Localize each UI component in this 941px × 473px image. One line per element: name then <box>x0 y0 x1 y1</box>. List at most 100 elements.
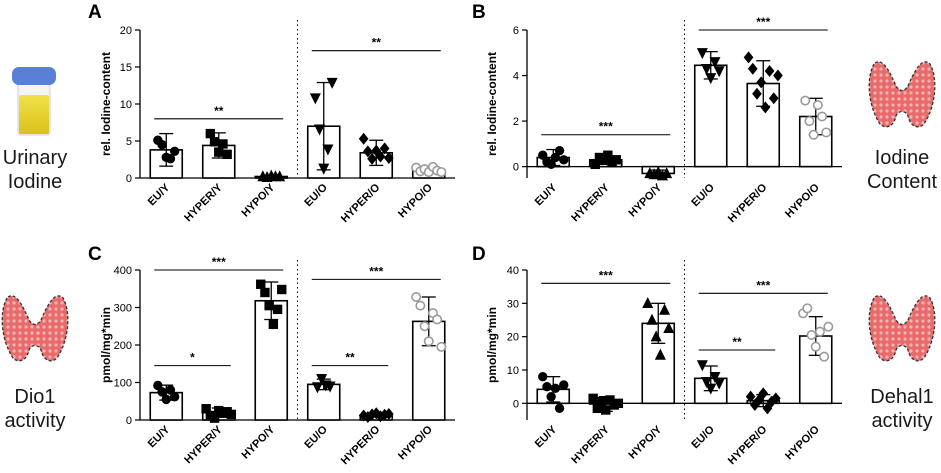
thyroid-icon-top-right <box>868 61 936 128</box>
data-point <box>542 381 552 392</box>
data-point <box>823 321 834 332</box>
y-tick-label: 0 <box>126 415 132 427</box>
panel-letter: A <box>88 2 102 23</box>
y-tick-label: 10 <box>507 365 519 377</box>
data-point <box>415 300 426 311</box>
data-point <box>762 402 773 415</box>
data-point <box>713 66 725 78</box>
significance-label: ** <box>372 36 382 50</box>
data-point <box>588 393 598 404</box>
data-point <box>814 326 825 337</box>
data-point <box>812 100 823 111</box>
x-category-label: HYPO/O <box>396 181 435 220</box>
y-tick-label: 20 <box>120 25 132 37</box>
data-point <box>272 304 283 315</box>
data-point <box>559 155 569 165</box>
y-tick-label: 2 <box>513 116 519 128</box>
y-tick-label: 5 <box>126 136 132 148</box>
x-category-label: EU/Y <box>146 423 173 450</box>
data-point <box>771 392 781 405</box>
data-point <box>646 313 658 325</box>
y-axis-label: rel. Iodine-content <box>485 52 499 156</box>
data-point <box>611 155 621 165</box>
data-point <box>316 374 328 386</box>
data-point <box>817 111 828 122</box>
data-point <box>559 380 569 390</box>
data-point <box>554 145 565 156</box>
data-point <box>318 163 330 175</box>
y-tick-label: 0 <box>513 162 519 174</box>
data-point <box>546 159 556 170</box>
y-tick-label: 300 <box>114 303 132 315</box>
x-category-label: HYPER/O <box>726 181 770 225</box>
data-point <box>705 73 717 85</box>
data-point <box>554 403 565 414</box>
data-point <box>169 146 180 157</box>
significance-label: ** <box>345 351 355 365</box>
y-tick-label: 400 <box>114 265 132 277</box>
data-point <box>226 409 237 420</box>
panel-letter: C <box>88 244 102 265</box>
x-category-label: HYPO/Y <box>626 181 664 219</box>
data-point <box>747 62 758 75</box>
x-category-label: EU/O <box>689 423 717 451</box>
data-point <box>260 287 270 298</box>
data-point <box>596 396 607 407</box>
data-point <box>701 64 713 76</box>
data-point <box>701 376 713 388</box>
y-tick-label: 20 <box>507 332 519 344</box>
data-point <box>709 371 721 383</box>
data-point <box>764 64 775 77</box>
data-point <box>654 348 666 360</box>
data-point <box>743 51 754 64</box>
data-point <box>550 383 561 394</box>
x-category-label: HYPER/O <box>339 423 383 467</box>
significance-label: *** <box>599 120 613 134</box>
data-point <box>806 329 817 340</box>
data-point <box>358 132 369 145</box>
data-point <box>538 371 548 382</box>
significance-label: *** <box>369 264 383 278</box>
x-category-label: EU/Y <box>146 181 173 208</box>
y-tick-label: 40 <box>507 265 519 277</box>
data-point <box>322 144 334 156</box>
data-point <box>546 391 556 402</box>
data-point <box>311 382 323 394</box>
data-point <box>661 167 673 179</box>
data-point <box>709 57 721 69</box>
significance-label: * <box>190 351 195 365</box>
data-point <box>659 303 671 315</box>
data-point <box>713 378 725 390</box>
x-category-label: HYPO/O <box>783 423 822 462</box>
data-point <box>752 87 762 100</box>
x-category-label: EU/O <box>302 423 330 451</box>
y-tick-label: 4 <box>513 71 519 83</box>
y-tick-label: 6 <box>513 25 519 37</box>
data-point <box>773 69 783 82</box>
data-point <box>157 140 167 150</box>
x-category-label: HYPER/Y <box>182 423 225 466</box>
data-point <box>696 360 708 372</box>
data-point <box>157 387 167 397</box>
data-point <box>209 137 220 147</box>
data-point <box>696 48 708 60</box>
panel-letter: B <box>472 2 486 23</box>
data-point <box>538 150 548 160</box>
x-category-label: HYPO/Y <box>626 423 664 461</box>
x-category-label: HYPO/O <box>783 181 822 220</box>
data-point <box>222 149 232 160</box>
data-point <box>650 330 662 342</box>
data-point <box>161 394 171 405</box>
data-point <box>642 297 654 309</box>
data-point <box>819 351 830 362</box>
x-category-label: EU/Y <box>533 181 560 208</box>
panel-letter: D <box>472 244 486 265</box>
data-point <box>326 77 338 89</box>
x-category-label: HYPO/O <box>396 423 435 462</box>
x-category-label: EU/O <box>689 181 717 209</box>
x-category-label: HYPER/O <box>726 423 770 467</box>
